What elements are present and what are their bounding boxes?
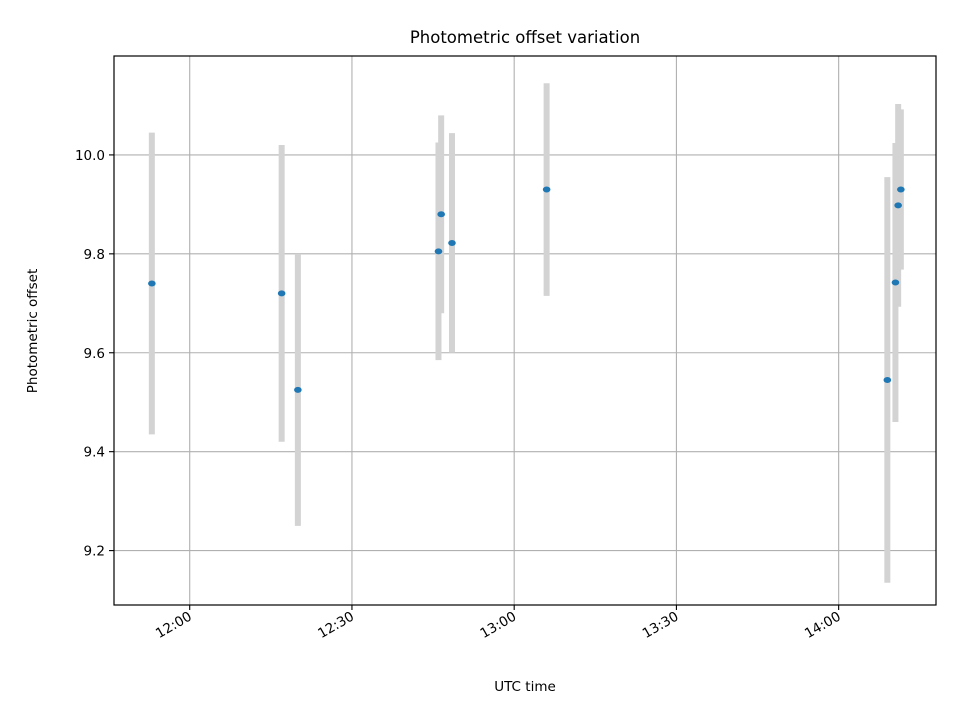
x-axis-label: UTC time — [494, 679, 556, 695]
plot-frame — [113, 55, 937, 606]
data-point — [883, 376, 892, 383]
data-point — [294, 386, 302, 393]
data-point — [894, 202, 902, 209]
data-point — [277, 290, 286, 297]
data-point — [542, 186, 551, 193]
data-point — [448, 239, 456, 246]
y-tick-label: 9.4 — [84, 445, 105, 461]
data-point — [897, 186, 905, 193]
data-point — [437, 211, 445, 218]
data-points — [148, 186, 905, 393]
y-tick-label: 9.2 — [84, 544, 105, 560]
y-tick-label: 9.8 — [84, 247, 105, 263]
chart-title: Photometric offset variation — [410, 28, 640, 47]
data-point — [891, 279, 900, 286]
data-point — [148, 280, 156, 287]
plot-area — [114, 56, 936, 605]
y-tick-label: 9.6 — [84, 346, 105, 362]
grid — [114, 56, 936, 605]
y-axis-label: Photometric offset — [25, 269, 41, 393]
data-point — [434, 248, 443, 255]
y-axis-ticks: 9.2 9.4 9.6 9.8 10.0 — [75, 148, 114, 560]
y-tick-label: 10.0 — [75, 148, 105, 164]
